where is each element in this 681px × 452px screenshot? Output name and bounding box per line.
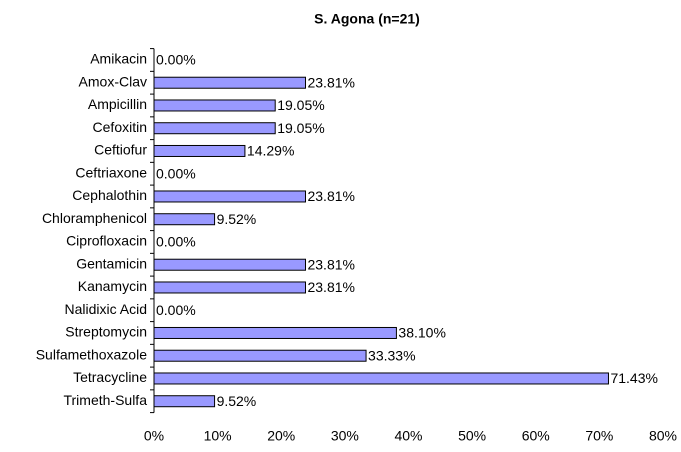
data-label: 0.00%	[156, 302, 196, 318]
x-tick-label: 50%	[458, 428, 486, 444]
data-label: 19.05%	[277, 120, 324, 136]
x-tick-label: 80%	[649, 428, 677, 444]
data-label: 19.05%	[277, 97, 324, 113]
bar	[153, 395, 216, 408]
data-label: 23.81%	[307, 256, 354, 272]
bar	[153, 190, 306, 203]
data-label: 23.81%	[307, 74, 354, 90]
y-tick-label: Tetracycline	[73, 369, 147, 385]
x-tick-label: 10%	[204, 428, 232, 444]
y-tick-label: Streptomycin	[65, 324, 147, 340]
x-tick-label: 60%	[522, 428, 550, 444]
data-label: 33.33%	[368, 347, 415, 363]
data-label: 71.43%	[610, 370, 657, 386]
data-label: 23.81%	[307, 279, 354, 295]
chart-title: S. Agona (n=21)	[314, 11, 420, 27]
x-tick-label: 30%	[331, 428, 359, 444]
bar	[153, 76, 306, 89]
bar	[153, 326, 397, 339]
data-label: 0.00%	[156, 165, 196, 181]
x-tick-label: 70%	[585, 428, 613, 444]
y-tick-label: Ceftriaxone	[75, 164, 147, 180]
bar	[153, 99, 276, 112]
y-tick-label: Sulfamethoxazole	[36, 346, 148, 362]
y-tick-label: Amox-Clav	[79, 73, 147, 89]
data-label: 14.29%	[247, 143, 294, 159]
bar	[153, 372, 609, 385]
y-tick-label: Ampicillin	[88, 96, 147, 112]
x-tick-label: 20%	[267, 428, 295, 444]
bar	[153, 281, 306, 294]
x-tick-label: 40%	[394, 428, 422, 444]
data-label: 0.00%	[156, 234, 196, 250]
data-label: 9.52%	[217, 211, 257, 227]
y-tick-label: Chloramphenicol	[42, 210, 147, 226]
y-tick-label: Amikacin	[90, 51, 147, 67]
bar	[153, 349, 367, 362]
y-tick-label: Ciprofloxacin	[66, 233, 147, 249]
y-tick-label: Nalidixic Acid	[65, 301, 147, 317]
data-label: 9.52%	[217, 393, 257, 409]
bar	[153, 122, 276, 135]
data-label: 0.00%	[156, 52, 196, 68]
y-tick-label: Gentamicin	[76, 255, 147, 271]
y-tick-label: Ceftiofur	[94, 142, 147, 158]
data-label: 23.81%	[307, 188, 354, 204]
bar	[153, 258, 306, 271]
bar	[153, 213, 216, 226]
y-tick-label: Kanamycin	[78, 278, 147, 294]
y-tick-label: Cefoxitin	[93, 119, 147, 135]
y-tick-label: Trimeth-Sulfa	[63, 392, 147, 408]
bar	[153, 144, 246, 157]
y-tick-label: Cephalothin	[72, 187, 147, 203]
x-tick-label: 0%	[144, 428, 164, 444]
data-label: 38.10%	[398, 325, 445, 341]
